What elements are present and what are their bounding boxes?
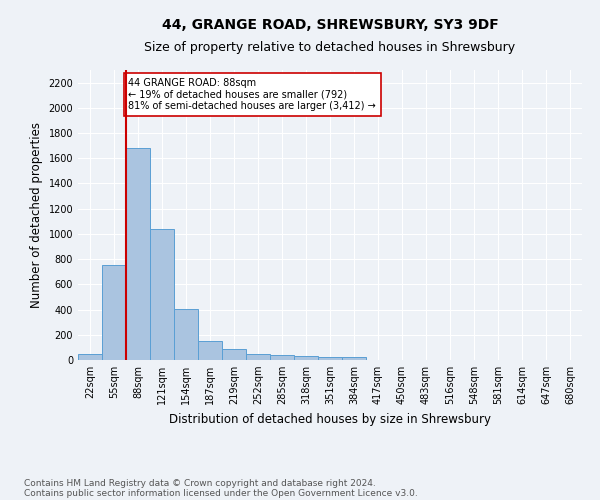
Text: 44, GRANGE ROAD, SHREWSBURY, SY3 9DF: 44, GRANGE ROAD, SHREWSBURY, SY3 9DF xyxy=(161,18,499,32)
Bar xyxy=(174,309,198,360)
Bar xyxy=(222,350,246,360)
Bar xyxy=(198,341,222,360)
Text: Contains public sector information licensed under the Open Government Licence v3: Contains public sector information licen… xyxy=(24,488,418,498)
Bar xyxy=(270,355,294,360)
Bar xyxy=(342,358,366,360)
Bar xyxy=(126,148,150,360)
Bar xyxy=(78,354,102,360)
Text: Size of property relative to detached houses in Shrewsbury: Size of property relative to detached ho… xyxy=(145,41,515,54)
Bar xyxy=(294,356,318,360)
Bar xyxy=(150,229,174,360)
Text: 44 GRANGE ROAD: 88sqm
← 19% of detached houses are smaller (792)
81% of semi-det: 44 GRANGE ROAD: 88sqm ← 19% of detached … xyxy=(128,78,376,111)
Text: Contains HM Land Registry data © Crown copyright and database right 2024.: Contains HM Land Registry data © Crown c… xyxy=(24,478,376,488)
Bar xyxy=(318,358,342,360)
Y-axis label: Number of detached properties: Number of detached properties xyxy=(30,122,43,308)
X-axis label: Distribution of detached houses by size in Shrewsbury: Distribution of detached houses by size … xyxy=(169,412,491,426)
Bar xyxy=(246,354,270,360)
Bar xyxy=(102,266,126,360)
